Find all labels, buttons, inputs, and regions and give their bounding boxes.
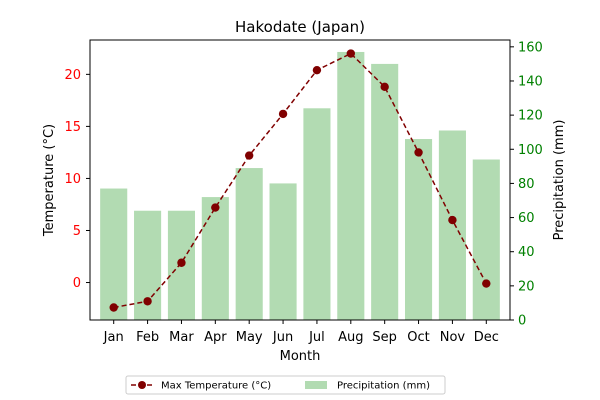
y-right-tick-label: 160: [518, 40, 543, 55]
legend-label-precipitation: Precipitation (mm): [337, 381, 430, 392]
x-tick-label: Jul: [308, 330, 325, 345]
x-tick-label: Jan: [103, 330, 124, 345]
legend-label-temperature: Max Temperature (°C): [161, 381, 271, 392]
temperature-point-jan: [109, 303, 118, 312]
x-tick-label: Apr: [204, 330, 227, 345]
legend-bar-swatch: [305, 381, 327, 389]
y-left-tick-label: 5: [73, 224, 81, 239]
x-axis-label: Month: [280, 349, 321, 364]
x-axis: Jan Feb Mar Apr May Jun Jul Aug Sep Oct Nov Dec: [103, 320, 499, 345]
y-right-tick-label: 20: [518, 279, 535, 294]
precipitation-bar-aug: [337, 51, 365, 320]
precipitation-bars: [100, 51, 500, 321]
y-right-tick-label: 0: [518, 314, 526, 329]
precipitation-bar-nov: [438, 130, 466, 320]
x-tick-label: Sep: [372, 330, 397, 345]
temperature-point-may: [244, 151, 254, 160]
temperature-point-jun: [278, 109, 288, 119]
legend: Max Temperature (°C) Precipitation (mm): [125, 375, 446, 395]
x-tick-label: Feb: [136, 330, 159, 345]
precipitation-bar-apr: [201, 197, 229, 320]
x-tick-label: Aug: [338, 330, 363, 345]
temperature-point-sep: [380, 82, 389, 92]
temperature-line-layer: [109, 49, 491, 312]
temperature-point-apr: [211, 203, 220, 212]
temperature-point-nov: [448, 215, 457, 225]
precipitation-bar-sep: [371, 63, 399, 321]
x-tick-label: Oct: [407, 330, 429, 345]
x-tick-label: Mar: [169, 330, 194, 345]
temperature-point-mar: [177, 258, 186, 267]
precipitation-bar-jul: [303, 108, 331, 320]
y-right-tick-label: 80: [518, 177, 535, 192]
precipitation-bar-jan: [100, 188, 128, 320]
x-tick-label: Nov: [440, 330, 466, 345]
y-axis-left: 0 5 10 15 20: [64, 68, 90, 291]
precipitation-bar-may: [235, 168, 263, 320]
y-right-tick-label: 120: [518, 109, 543, 124]
y-axis-left-label: Temperature (°C): [42, 124, 57, 237]
legend-marker-swatch: [138, 381, 146, 389]
y-right-tick-label: 60: [518, 211, 535, 226]
temperature-point-jul: [312, 65, 322, 75]
y-axis-right-label: Precipitation (mm): [552, 120, 567, 241]
x-tick-label: Jun: [272, 330, 293, 345]
y-right-tick-label: 140: [518, 74, 543, 89]
temperature-point-feb: [143, 297, 152, 306]
y-axis-right: 0 20 40 60 80 100 120 140 160: [510, 40, 543, 329]
y-left-tick-label: 0: [73, 276, 81, 291]
y-left-tick-label: 20: [64, 68, 81, 83]
temperature-point-dec: [482, 279, 491, 288]
temperature-point-oct: [414, 148, 423, 157]
y-right-tick-label: 40: [518, 245, 535, 260]
x-tick-label: May: [236, 330, 263, 345]
chart-title: Hakodate (Japan): [235, 18, 365, 36]
precipitation-bar-dec: [472, 159, 500, 320]
y-left-tick-label: 10: [64, 172, 81, 187]
y-right-tick-label: 100: [518, 143, 543, 158]
y-left-tick-label: 15: [64, 120, 81, 135]
legend-box: [125, 375, 446, 395]
precipitation-bar-oct: [405, 139, 433, 320]
precipitation-bar-jun: [269, 183, 297, 320]
plot-frame: [89, 39, 511, 321]
temperature-point-aug: [346, 49, 356, 58]
x-tick-label: Dec: [474, 330, 499, 345]
